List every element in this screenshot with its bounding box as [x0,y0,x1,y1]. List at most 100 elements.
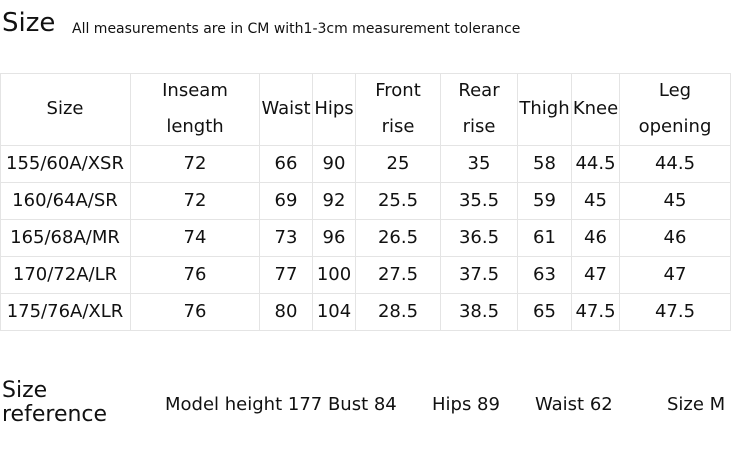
table-cell: 47 [620,257,731,294]
header-cell: Leg opening [620,73,731,146]
table-cell: 72 [131,146,260,183]
cell-text: 46 [663,227,687,248]
reference-item: Waist 62 [535,394,613,415]
table-cell: 45 [620,183,731,220]
table-cell: 38.5 [441,294,518,331]
table-cell: 59 [518,183,572,220]
table-cell: 100 [313,257,356,294]
cell-text: 165/68A/MR [10,227,120,248]
table-cell: 74 [131,220,260,257]
table-cell: 46 [620,220,731,257]
header-cell: Hips [313,73,356,146]
table-cell: 65 [518,294,572,331]
cell-text: 36.5 [458,227,500,248]
cell-text: 160/64A/SR [12,190,118,211]
cell-text: 38.5 [458,301,500,322]
cell-text: 80 [274,301,298,322]
header-text: opening [638,116,712,137]
header-text: Inseam [162,80,228,101]
table-cell: 47.5 [572,294,620,331]
table-cell: 80 [260,294,313,331]
header-cell: Rear rise [441,73,518,146]
cell-text: 46 [584,227,607,248]
cell-text: 76 [183,264,207,285]
table-cell: 27.5 [356,257,441,294]
cell-text: 66 [274,153,298,174]
cell-text: 76 [183,301,207,322]
cell-text: 63 [533,264,556,285]
cell-text: 25 [386,153,410,174]
cell-text: 61 [533,227,556,248]
cell-text: 47.5 [654,301,696,322]
header-text: Rear [458,80,500,101]
header-cell: Knee [572,73,620,146]
header-cell: Inseam length [131,73,260,146]
table-cell: 170/72A/LR [0,257,131,294]
cell-text: 104 [316,301,352,322]
header-text: Thigh [519,98,570,119]
cell-text: 37.5 [458,264,500,285]
header-cell: Thigh [518,73,572,146]
reference-title-line: reference [2,402,108,427]
header-text: Leg [658,80,692,101]
cell-text: 90 [322,153,346,174]
cell-text: 74 [183,227,207,248]
cell-text: 44.5 [575,153,616,174]
cell-text: 47 [663,264,687,285]
cell-text: 47 [584,264,607,285]
header-text: Front [375,80,421,101]
cell-text: 35 [467,153,491,174]
size-table: Size Inseam length Waist Hips Front rise Rear ri… [0,73,731,331]
header-text: Size [46,98,84,119]
table-cell: 76 [131,294,260,331]
table-cell: 47.5 [620,294,731,331]
subtitle: All measurements are in CM with1-3cm mea… [72,21,521,37]
table-cell: 44.5 [620,146,731,183]
header-text: Knee [572,98,619,119]
cell-text: 175/76A/XLR [6,301,124,322]
cell-text: 72 [183,153,207,174]
table-cell: 25 [356,146,441,183]
table-cell: 45 [572,183,620,220]
cell-text: 58 [533,153,556,174]
cell-text: 47.5 [575,301,616,322]
table-cell: 90 [313,146,356,183]
cell-text: 25.5 [377,190,419,211]
cell-text: 65 [533,301,556,322]
cell-text: 59 [533,190,556,211]
table-cell: 96 [313,220,356,257]
table-cell: 76 [131,257,260,294]
table-cell: 44.5 [572,146,620,183]
cell-text: 72 [183,190,207,211]
cell-text: 96 [322,227,346,248]
table-cell: 72 [131,183,260,220]
table-cell: 77 [260,257,313,294]
cell-text: 77 [274,264,298,285]
header-cell: Waist [260,73,313,146]
cell-text: 73 [274,227,298,248]
header-text: Waist [261,98,311,119]
table-cell: 69 [260,183,313,220]
header-text: rise [462,116,496,137]
header-text: length [166,116,224,137]
table-cell: 25.5 [356,183,441,220]
table-cell: 28.5 [356,294,441,331]
cell-text: 100 [316,264,352,285]
cell-text: 44.5 [654,153,696,174]
table-cell: 35 [441,146,518,183]
cell-text: 26.5 [377,227,419,248]
header-cell: Front rise [356,73,441,146]
reference-item: Size M [667,394,726,415]
reference-item: Model height 177 Bust 84 [165,394,397,415]
reference-title: Size reference [2,379,107,427]
table-cell: 104 [313,294,356,331]
table-cell: 26.5 [356,220,441,257]
reference-title-line: Size [2,378,48,403]
table-cell: 63 [518,257,572,294]
table-cell: 66 [260,146,313,183]
table-cell: 61 [518,220,572,257]
table-cell: 46 [572,220,620,257]
cell-text: 45 [584,190,607,211]
table-cell: 37.5 [441,257,518,294]
